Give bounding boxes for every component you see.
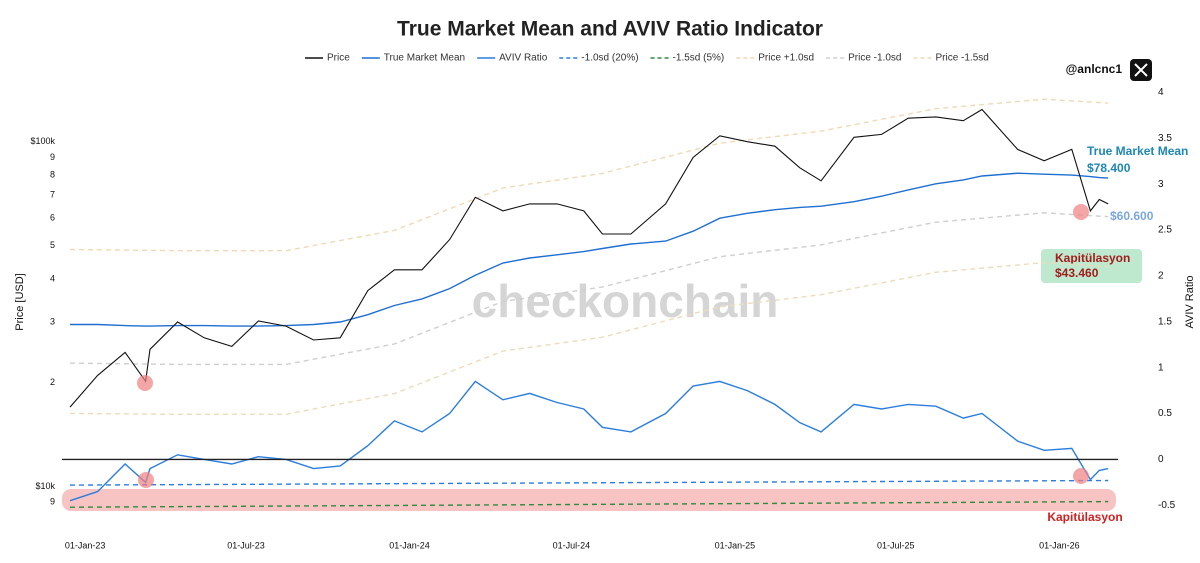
y2-tick-label: 3.5 <box>1158 133 1172 144</box>
y2-tick-label: 1.5 <box>1158 316 1172 327</box>
cap-value: $43.460 <box>1055 266 1099 280</box>
y-tick-label: 4 <box>50 273 55 283</box>
chart-title: True Market Mean and AVIV Ratio Indicato… <box>397 18 823 41</box>
handle: @anlcnc1 <box>1066 62 1123 76</box>
series-line <box>69 500 1109 508</box>
tmm-label: True Market Mean <box>1087 144 1188 158</box>
watermark: checkonchain <box>472 275 779 327</box>
series-line <box>69 261 1109 415</box>
y2-tick-label: 4 <box>1158 87 1164 98</box>
series-line <box>69 479 1109 486</box>
capitulation-zone <box>62 489 1116 511</box>
legend-label: Price <box>327 53 350 64</box>
y2-tick-label: -0.5 <box>1158 500 1176 511</box>
x-tick-label: 01-Jan-24 <box>389 540 430 550</box>
x-tick-label: 01-Jul-25 <box>877 540 915 550</box>
highlight <box>138 472 154 488</box>
y2-tick-label: 1 <box>1158 362 1164 373</box>
legend-label: Price +1.0sd <box>758 53 814 64</box>
series-line <box>69 380 1109 502</box>
y-tick-label: 9 <box>50 152 55 162</box>
y-tick-label: 5 <box>50 240 55 250</box>
cap-label: Kapitülasyon <box>1055 251 1130 265</box>
legend-label: True Market Mean <box>384 53 465 64</box>
legend-label: Price -1.5sd <box>935 53 988 64</box>
sd1-value: $60.600 <box>1110 209 1154 223</box>
series-line <box>70 172 1109 327</box>
y2-tick-label: 0 <box>1158 454 1164 465</box>
zone-label: Kapitülasyon <box>1047 510 1122 524</box>
y-tick-label: $100k <box>30 136 55 146</box>
y-tick-label: 8 <box>50 169 55 179</box>
y2-axis-label: AVIV Ratio <box>1184 276 1196 329</box>
y2-tick-label: 0.5 <box>1158 408 1172 419</box>
legend-label: -1.5sd (5%) <box>673 53 725 64</box>
highlight <box>1073 468 1089 484</box>
legend-label: Price -1.0sd <box>848 53 901 64</box>
x-tick-label: 01-Jan-26 <box>1039 540 1080 550</box>
y-tick-label: 3 <box>50 316 55 326</box>
x-tick-label: 01-Jan-25 <box>715 540 756 550</box>
series-line <box>69 108 1109 408</box>
highlight <box>1073 204 1089 220</box>
y-tick-label: 7 <box>50 189 55 199</box>
y2-tick-label: 3 <box>1158 179 1164 190</box>
series-line <box>69 98 1109 252</box>
y2-tick-label: 2 <box>1158 271 1164 282</box>
series-line <box>69 212 1109 366</box>
x-tick-label: 01-Jul-24 <box>553 540 591 550</box>
highlight <box>137 375 153 391</box>
x-tick-label: 01-Jul-23 <box>227 540 265 550</box>
x-logo-glyph <box>1134 63 1148 77</box>
y-tick-label: 2 <box>50 377 55 387</box>
y2-tick-label: 2.5 <box>1158 225 1172 236</box>
y-tick-label: 6 <box>50 213 55 223</box>
tmm-value: $78.400 <box>1087 161 1131 175</box>
legend-label: AVIV Ratio <box>499 53 548 64</box>
plot <box>69 98 1109 508</box>
y-tick-label: 9 <box>50 497 55 507</box>
y-tick-label: $10k <box>35 481 55 491</box>
x-tick-label: 01-Jan-23 <box>65 540 106 550</box>
y-axis-label: Price [USD] <box>14 273 26 330</box>
legend-label: -1.0sd (20%) <box>581 53 638 64</box>
